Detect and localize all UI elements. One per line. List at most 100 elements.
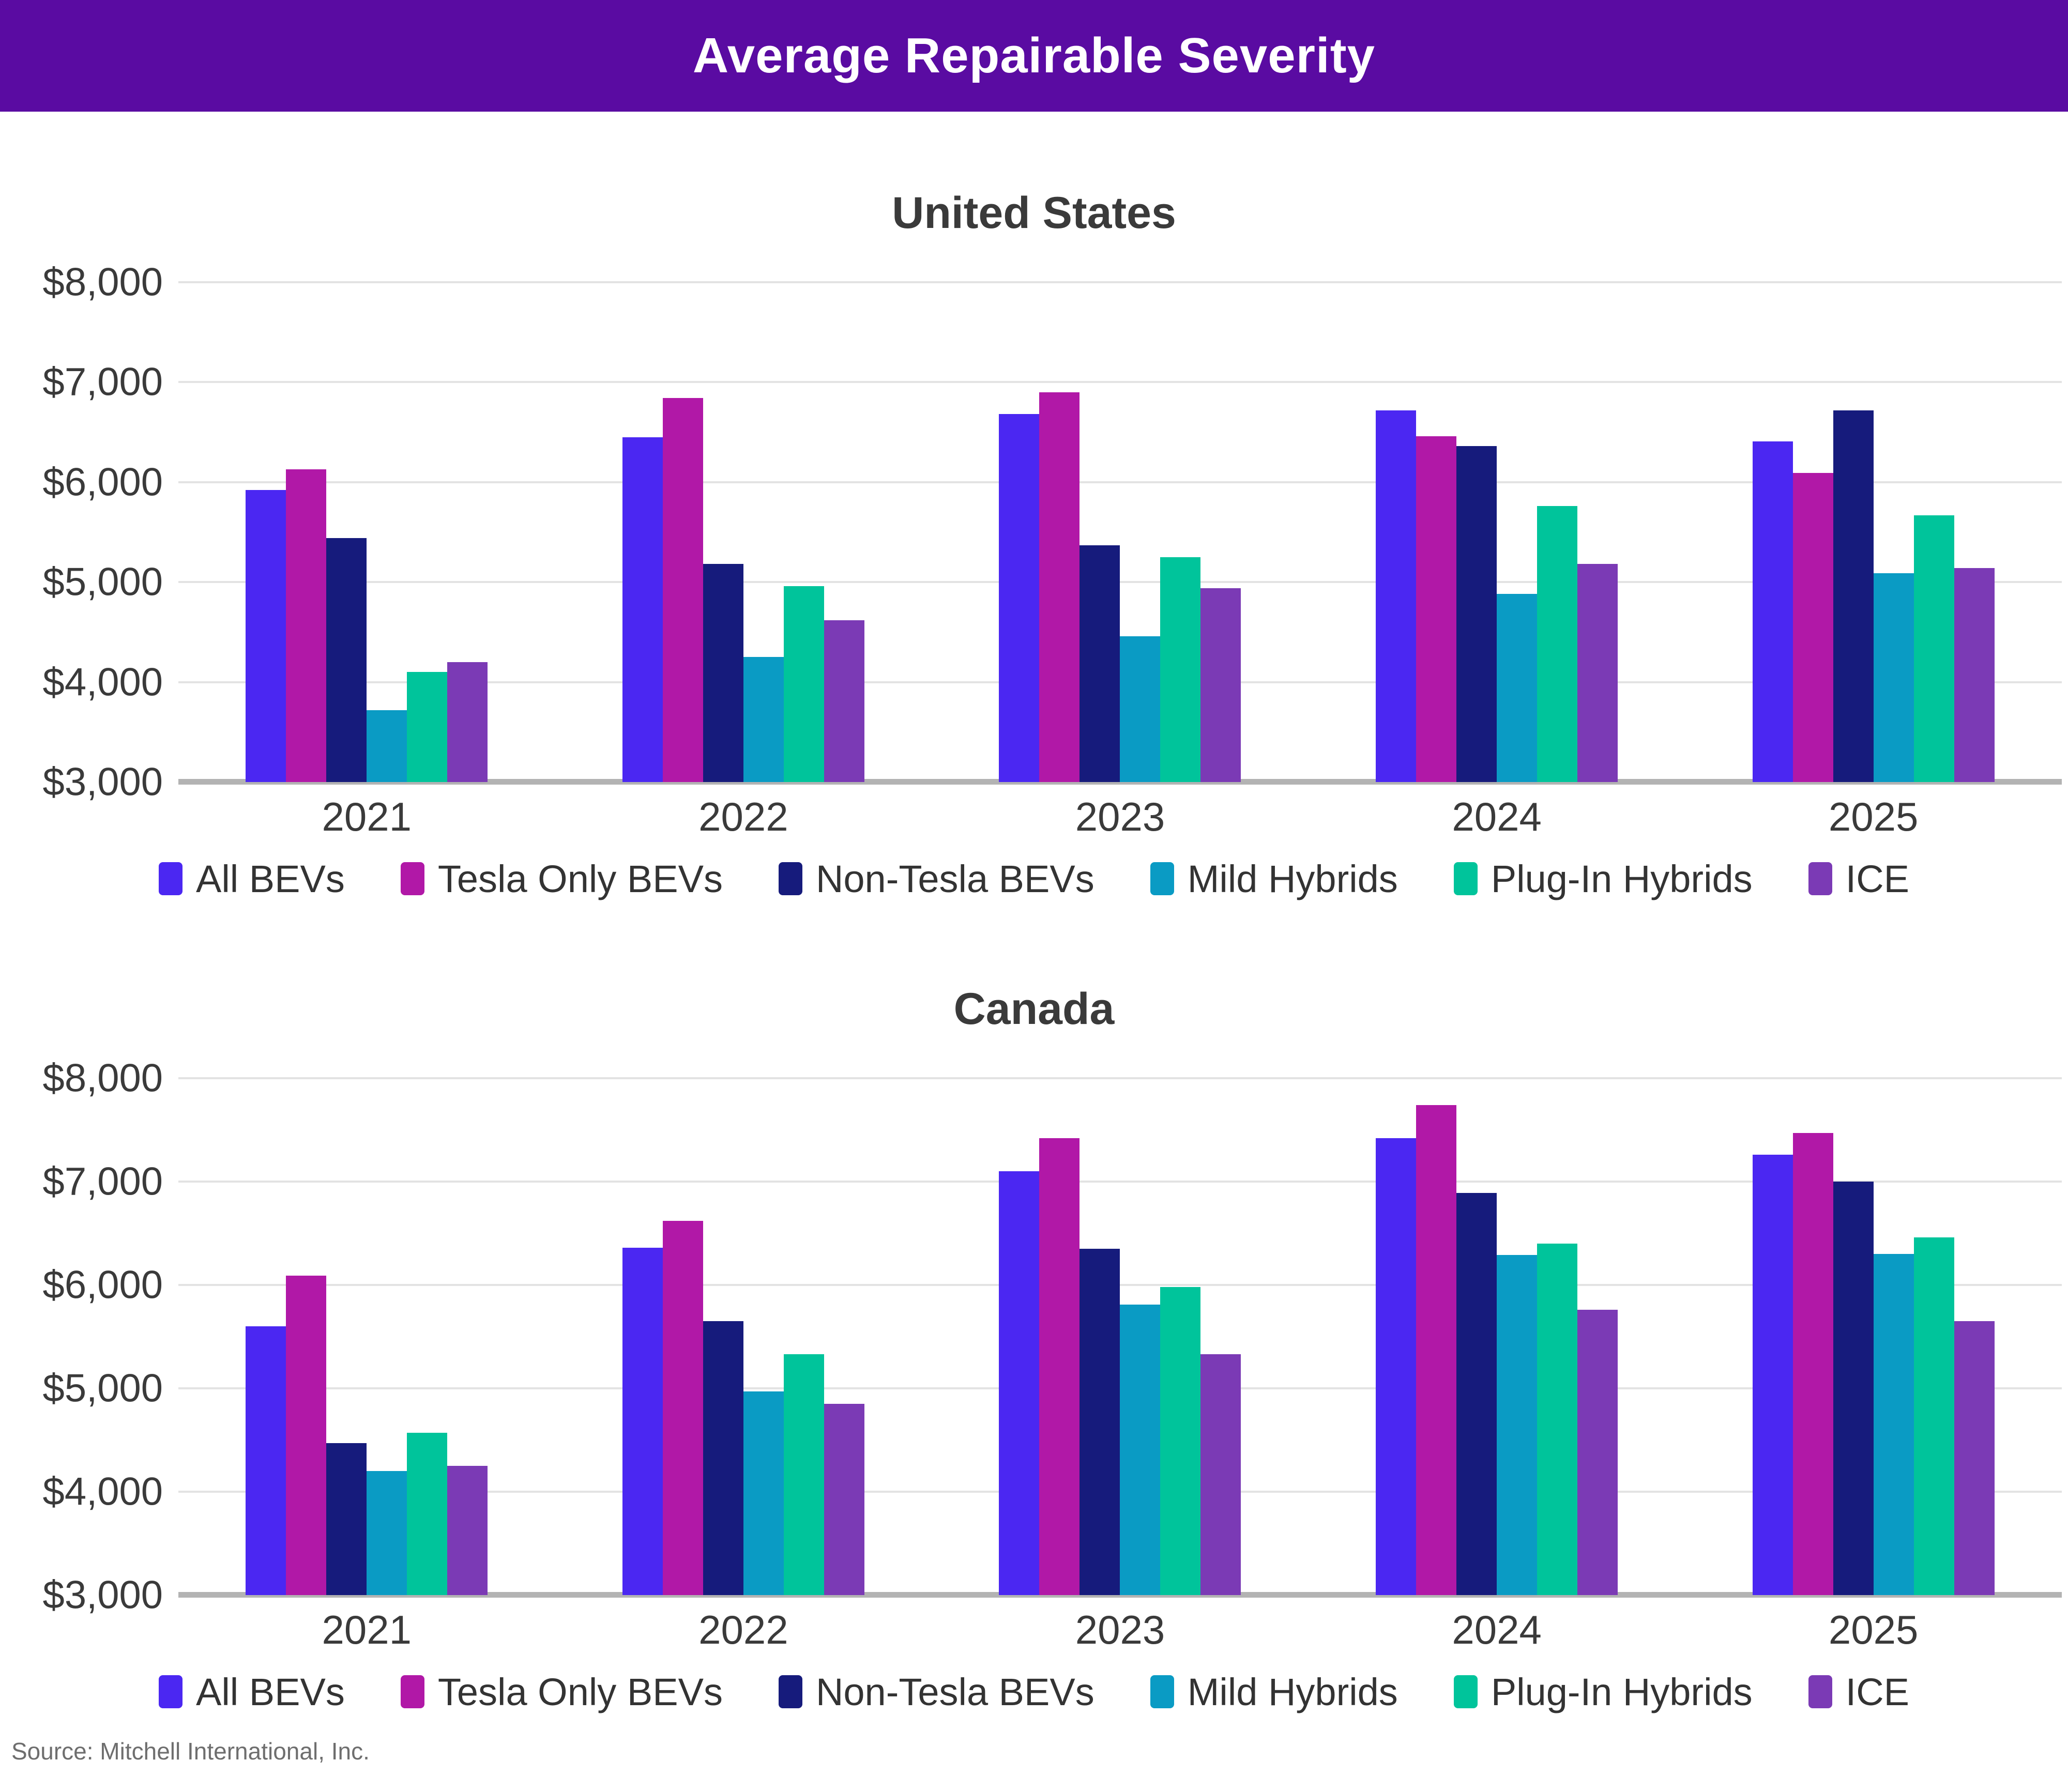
plot-area-united-states: $8,000 $7,000 $6,000 $5,000 $4,000 $3,000 bbox=[43, 261, 2062, 804]
legend-swatch-icon bbox=[1808, 1675, 1832, 1708]
legend-swatch-icon bbox=[1150, 862, 1174, 895]
bar-all-bevs-2023 bbox=[999, 1171, 1040, 1595]
y-tick-label: $3,000 bbox=[42, 1573, 163, 1617]
legend-canada: All BEVs Tesla Only BEVs Non-Tesla BEVs Mil… bbox=[0, 1667, 2068, 1717]
bar-plug-in-hybrids-2025 bbox=[1913, 515, 1954, 782]
legend-swatch-icon bbox=[400, 1675, 424, 1708]
x-axis-canada: 2021 2022 2023 2024 2025 bbox=[178, 1606, 2062, 1653]
bar-all-bevs-2025 bbox=[1752, 441, 1793, 782]
legend-swatch-icon bbox=[1453, 862, 1478, 895]
gridline bbox=[178, 281, 2062, 283]
chart-title-canada: Canada bbox=[953, 984, 1115, 1034]
bar-plug-in-hybrids-2024 bbox=[1537, 506, 1578, 782]
y-tick-label: $5,000 bbox=[42, 560, 163, 604]
x-tick-label-2023: 2023 bbox=[1075, 1607, 1165, 1652]
bar-tesla-only-bevs-2022 bbox=[662, 1221, 703, 1595]
bar-non-tesla-bevs-2024 bbox=[1456, 446, 1497, 782]
bar-tesla-only-bevs-2024 bbox=[1416, 436, 1457, 782]
bar-ice-2025 bbox=[1954, 568, 1995, 782]
bar-mild-hybrids-2023 bbox=[1120, 1305, 1161, 1595]
legend-label: Mild Hybrids bbox=[1187, 857, 1398, 900]
y-tick-label: $6,000 bbox=[42, 460, 163, 504]
bar-group-2024 bbox=[1309, 1078, 1685, 1595]
bar-plug-in-hybrids-2021 bbox=[407, 1433, 448, 1595]
bar-group-2021 bbox=[178, 1078, 555, 1595]
bar-all-bevs-2024 bbox=[1376, 410, 1417, 782]
legend-label: Tesla Only BEVs bbox=[437, 857, 723, 900]
bar-mild-hybrids-2022 bbox=[743, 1391, 784, 1595]
bar-plug-in-hybrids-2023 bbox=[1160, 1287, 1201, 1595]
legend-item-mild-hybrids: Mild Hybrids bbox=[1150, 857, 1398, 901]
bar-non-tesla-bevs-2021 bbox=[326, 1443, 367, 1595]
page-title: Average Repairable Severity bbox=[692, 28, 1376, 83]
x-tick-label-2022: 2022 bbox=[698, 1607, 788, 1652]
legend-label: Non-Tesla BEVs bbox=[815, 1670, 1094, 1713]
legend-item-all-bevs: All BEVs bbox=[158, 1670, 345, 1714]
y-tick-label: $4,000 bbox=[42, 1469, 163, 1514]
gridline bbox=[178, 1077, 2062, 1079]
legend-united-states: All BEVs Tesla Only BEVs Non-Tesla BEVs Mil… bbox=[0, 854, 2068, 903]
bar-group-2022 bbox=[555, 282, 932, 782]
bar-non-tesla-bevs-2022 bbox=[703, 1321, 743, 1595]
bar-ice-2024 bbox=[1577, 1310, 1618, 1595]
bar-plug-in-hybrids-2022 bbox=[783, 1354, 824, 1595]
x-tick-label-2021: 2021 bbox=[322, 794, 412, 839]
bar-all-bevs-2021 bbox=[246, 490, 286, 782]
bar-tesla-only-bevs-2023 bbox=[1039, 392, 1080, 782]
bar-ice-2021 bbox=[447, 662, 488, 782]
bar-group-2024 bbox=[1309, 282, 1685, 782]
gridline bbox=[178, 1284, 2062, 1286]
legend-item-ice: ICE bbox=[1808, 857, 1909, 901]
bar-mild-hybrids-2021 bbox=[367, 1471, 407, 1595]
bar-all-bevs-2021 bbox=[246, 1326, 286, 1595]
bar-non-tesla-bevs-2025 bbox=[1833, 410, 1874, 782]
bar-all-bevs-2025 bbox=[1752, 1155, 1793, 1595]
legend-swatch-icon bbox=[1453, 1675, 1478, 1708]
bar-ice-2023 bbox=[1200, 588, 1241, 782]
legend-swatch-icon bbox=[778, 862, 802, 895]
legend-swatch-icon bbox=[158, 862, 183, 895]
bar-ice-2021 bbox=[447, 1466, 488, 1595]
x-tick-label-2025: 2025 bbox=[1828, 1607, 1919, 1652]
y-tick-label: $4,000 bbox=[42, 660, 163, 704]
bar-tesla-only-bevs-2025 bbox=[1792, 1133, 1833, 1595]
bar-all-bevs-2022 bbox=[622, 1248, 663, 1595]
x-tick-label-2022: 2022 bbox=[698, 794, 788, 839]
x-tick-label-2025: 2025 bbox=[1828, 794, 1919, 839]
bar-ice-2023 bbox=[1200, 1354, 1241, 1595]
legend-label: ICE bbox=[1845, 857, 1910, 900]
x-tick-label-2023: 2023 bbox=[1075, 794, 1165, 839]
bar-group-2021 bbox=[178, 282, 555, 782]
bar-non-tesla-bevs-2023 bbox=[1079, 545, 1120, 782]
bar-all-bevs-2022 bbox=[622, 437, 663, 782]
bar-tesla-only-bevs-2021 bbox=[286, 1276, 327, 1595]
bar-group-2025 bbox=[1685, 282, 2062, 782]
bar-all-bevs-2024 bbox=[1376, 1138, 1417, 1595]
y-tick-label: $8,000 bbox=[42, 260, 163, 304]
legend-label: Plug-In Hybrids bbox=[1491, 857, 1753, 900]
legend-label: Tesla Only BEVs bbox=[437, 1670, 723, 1713]
gridline bbox=[178, 381, 2062, 384]
chart-title-united-states: United States bbox=[892, 188, 1176, 238]
header-banner: Average Repairable Severity bbox=[0, 0, 2068, 112]
bar-groups bbox=[178, 1078, 2062, 1595]
bar-tesla-only-bevs-2025 bbox=[1792, 473, 1833, 782]
legend-label: Mild Hybrids bbox=[1187, 1670, 1398, 1713]
legend-swatch-icon bbox=[1150, 1675, 1174, 1708]
bar-group-2023 bbox=[932, 282, 1309, 782]
legend-swatch-icon bbox=[778, 1675, 802, 1708]
x-tick-label-2024: 2024 bbox=[1452, 1607, 1542, 1652]
bar-ice-2024 bbox=[1577, 564, 1618, 782]
gridline bbox=[178, 481, 2062, 483]
bar-mild-hybrids-2024 bbox=[1497, 1255, 1538, 1595]
bar-plug-in-hybrids-2024 bbox=[1537, 1244, 1578, 1595]
y-tick-label: $5,000 bbox=[42, 1366, 163, 1411]
legend-label: All BEVs bbox=[195, 857, 345, 900]
legend-item-all-bevs: All BEVs bbox=[158, 857, 345, 901]
legend-item-mild-hybrids: Mild Hybrids bbox=[1150, 1670, 1398, 1714]
bar-non-tesla-bevs-2023 bbox=[1079, 1249, 1120, 1595]
bar-all-bevs-2023 bbox=[999, 414, 1040, 782]
bar-ice-2025 bbox=[1954, 1321, 1995, 1595]
legend-swatch-icon bbox=[400, 862, 424, 895]
